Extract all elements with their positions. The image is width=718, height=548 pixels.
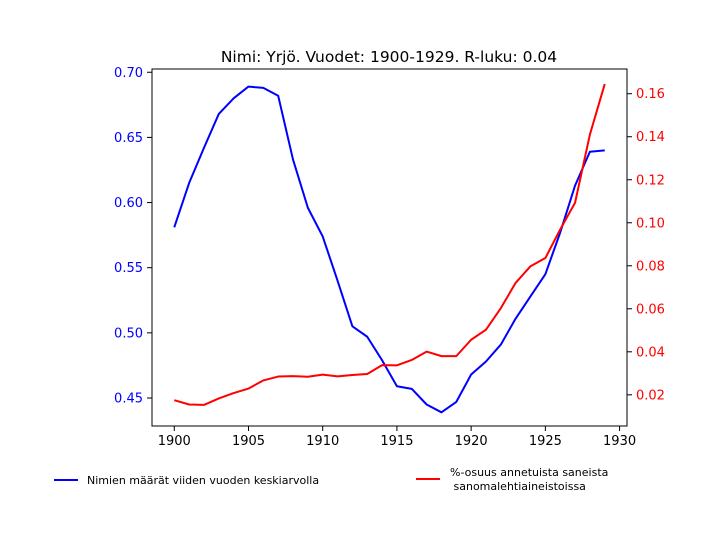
legend-label-1: Nimien määrät viiden vuoden keskiarvolla <box>87 474 319 487</box>
legend: Nimien määrät viiden vuoden keskiarvolla… <box>54 466 608 493</box>
series-line-1 <box>173 85 605 414</box>
y-right-tick-label: 0.10 <box>636 216 665 231</box>
y-right-tick-label: 0.08 <box>636 259 665 274</box>
plot-area: 1900 1905 1910 1915 1920 1925 1930 0.45 0.50 0.55… <box>114 66 665 449</box>
y-left-tick-label: 0.45 <box>114 391 143 406</box>
y-left-tick-label: 0.50 <box>114 326 143 341</box>
y-right-tick-label: 0.16 <box>636 87 665 102</box>
plot-frame <box>151 68 628 427</box>
x-tick-label: 1925 <box>529 434 562 449</box>
x-tick-label: 1900 <box>158 434 191 449</box>
y-left-tick-label: 0.70 <box>114 66 143 81</box>
legend-label-2: %-osuus annetuista saneista sanomalehtia… <box>450 466 608 493</box>
chart-title: Nimi: Yrjö. Vuodet: 1900-1929. R-luku: 0… <box>221 48 557 66</box>
x-tick-label: 1910 <box>306 434 339 449</box>
y-right-tick-label: 0.14 <box>636 130 665 145</box>
x-tick-label: 1920 <box>455 434 488 449</box>
legend-label-line: sanomalehtiaineistoissa <box>450 480 586 493</box>
y-left-tick-label: 0.55 <box>114 261 143 276</box>
legend-label-line: Nimien määrät viiden vuoden keskiarvolla <box>87 474 319 487</box>
legend-label-line: %-osuus annetuista saneista <box>450 466 608 479</box>
y-right-tick-label: 0.04 <box>636 345 665 360</box>
series-line-2 <box>173 83 606 406</box>
y-left-tick-label: 0.65 <box>114 131 143 146</box>
y-left-tick-label: 0.60 <box>114 196 143 211</box>
y-right-tick-label: 0.12 <box>636 173 665 188</box>
x-tick-label: 1930 <box>603 434 636 449</box>
y-right-tick-label: 0.02 <box>636 388 665 403</box>
x-tick-label: 1905 <box>232 434 265 449</box>
x-tick-label: 1915 <box>380 434 413 449</box>
y-right-tick-label: 0.06 <box>636 302 665 317</box>
